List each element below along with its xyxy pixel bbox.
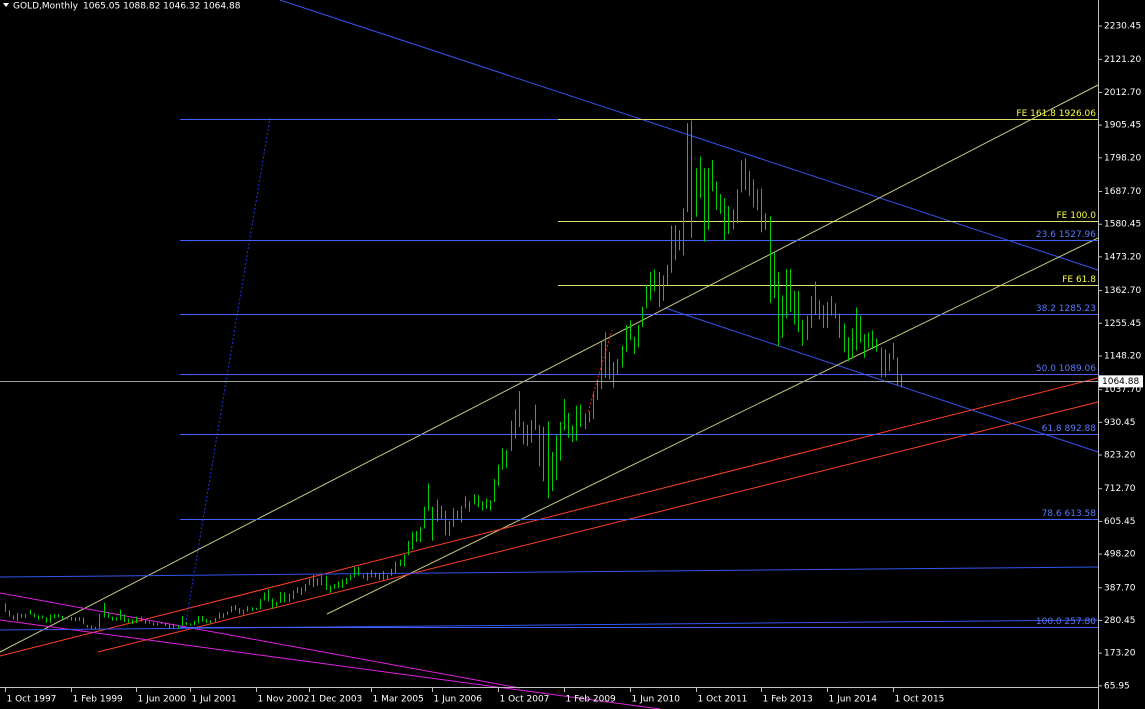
y-tick-label: 1687.70 — [1104, 187, 1141, 197]
level-label: 61.8 892.88 — [1042, 424, 1097, 434]
y-tick-label: 280.45 — [1104, 616, 1136, 626]
x-tick-label: 1 Jul 2001 — [192, 695, 237, 705]
trend-line — [0, 84, 1099, 653]
y-tick-label: 930.45 — [1104, 418, 1136, 428]
y-tick-label: 65.95 — [1104, 681, 1130, 691]
y-tick-label: 1798.20 — [1104, 153, 1141, 163]
x-tick-label: 1 Dec 2003 — [311, 695, 363, 705]
y-tick-label: 1905.45 — [1104, 121, 1141, 131]
trend-line — [0, 619, 1099, 631]
y-tick-label: 712.70 — [1104, 484, 1136, 494]
price-box — [1099, 375, 1143, 388]
y-tick-label: 1362.70 — [1104, 286, 1141, 296]
y-tick-label: 1037.70 — [1104, 385, 1141, 395]
trend-line — [0, 566, 1099, 578]
chart-title: GOLD,Monthly — [13, 2, 79, 12]
y-tick-label: 498.20 — [1104, 550, 1136, 560]
trend-line — [97, 401, 1099, 653]
trend-line — [0, 619, 661, 709]
y-tick-label: 2121.20 — [1104, 55, 1141, 65]
level-label: 23.6 1527.96 — [1036, 230, 1096, 240]
x-tick-label: 1 Oct 2011 — [698, 695, 748, 705]
level-label: 78.6 613.58 — [1042, 509, 1097, 519]
y-tick-label: 823.20 — [1104, 451, 1136, 461]
y-tick-label: 1473.20 — [1104, 252, 1141, 262]
x-tick-label: 1 Jun 2010 — [632, 695, 681, 705]
level-label: FE 161.8 1926.06 — [1016, 109, 1096, 119]
y-tick-label: 173.20 — [1104, 649, 1136, 659]
y-tick-label: 2230.45 — [1104, 22, 1141, 32]
trend-line — [664, 307, 1099, 453]
trend-lines — [0, 0, 1099, 709]
x-tick-label: 1 Feb 1999 — [73, 695, 124, 705]
x-tick-label: 1 Mar 2005 — [373, 695, 424, 705]
trend-line — [0, 377, 1099, 657]
y-tick-label: 605.45 — [1104, 517, 1136, 527]
trend-line — [0, 592, 521, 689]
y-tick-label: 387.70 — [1104, 583, 1136, 593]
x-tick-label: 1 Oct 1997 — [7, 695, 57, 705]
y-tick-label: 1148.20 — [1104, 351, 1141, 361]
x-tick-label: 1 Feb 2013 — [763, 695, 813, 705]
y-tick-label: 1255.45 — [1104, 319, 1141, 329]
x-tick-label: 1 Feb 2009 — [566, 695, 617, 705]
x-tick-label: 1 Jun 2000 — [138, 695, 187, 705]
quote: 1065.05 1088.82 1046.32 1064.88 — [83, 2, 241, 12]
trend-line — [326, 237, 1099, 615]
x-tick-label: 1 Nov 2002 — [258, 695, 310, 705]
level-label: 38.2 1285.23 — [1036, 304, 1096, 314]
level-label: FE 100.0 — [1057, 211, 1097, 221]
level-label: FE 61.8 — [1062, 275, 1096, 285]
y-tick-label: 1580.45 — [1104, 220, 1141, 230]
menu-arrow[interactable] — [3, 3, 9, 7]
trend-line — [279, 0, 1099, 271]
level-label: 50.0 1089.06 — [1036, 364, 1096, 374]
y-tick-label: 2012.70 — [1104, 88, 1141, 98]
price-label: 1064.88 — [1102, 377, 1139, 387]
x-tick-label: 1 Jun 2014 — [829, 695, 878, 705]
x-tick-label: 1 Oct 2015 — [895, 695, 945, 705]
level-label: 100.0 257.80 — [1036, 617, 1096, 627]
x-tick-label: 1 Jun 2006 — [434, 695, 483, 705]
x-tick-label: 1 Oct 2007 — [500, 695, 550, 705]
